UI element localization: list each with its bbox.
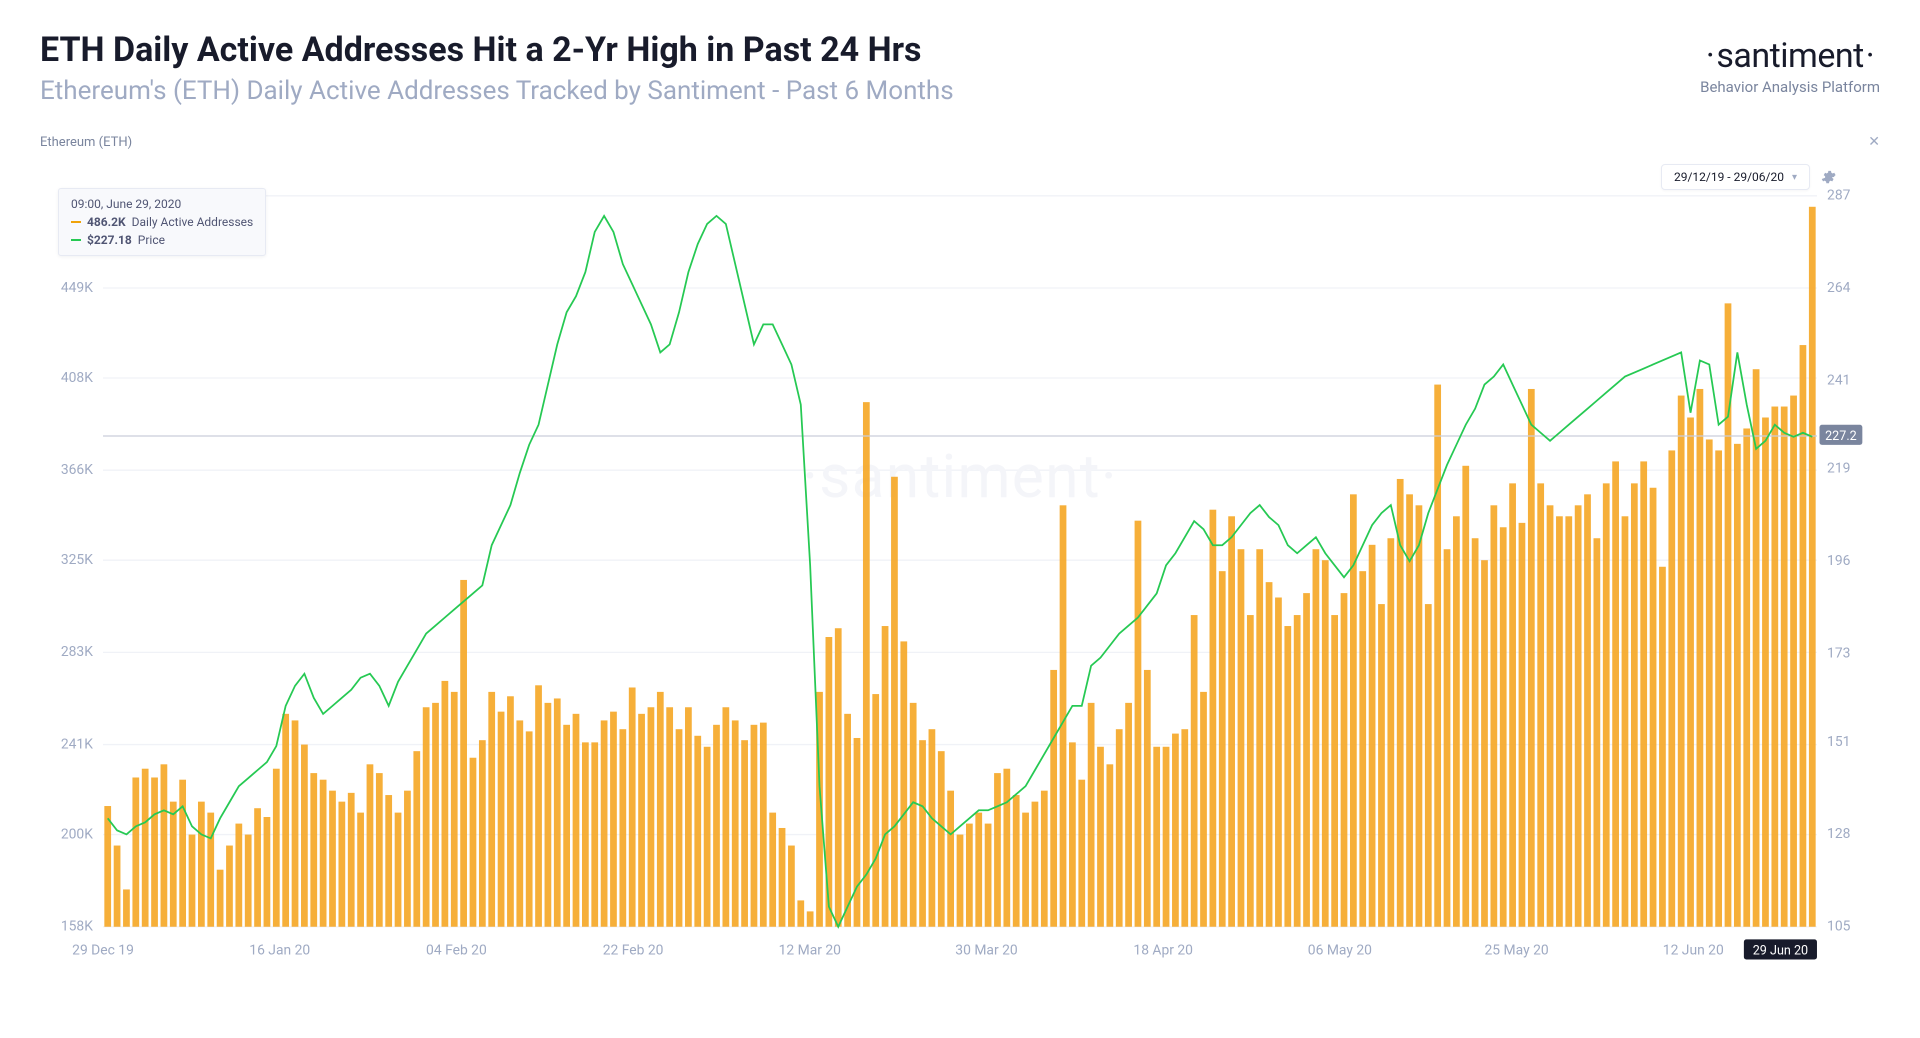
brand-name: santiment [1700,36,1880,76]
svg-text:200K: 200K [61,826,93,842]
svg-text:283K: 283K [61,644,93,660]
svg-text:264: 264 [1827,280,1851,296]
date-range-label: 29/12/19 - 29/06/20 [1674,170,1784,184]
date-range-button[interactable]: 29/12/19 - 29/06/20 ▾ [1661,164,1810,190]
svg-text:449K: 449K [61,280,93,296]
close-icon[interactable]: ✕ [1868,134,1880,150]
svg-text:25 May 20: 25 May 20 [1485,942,1549,958]
svg-text:18 Apr 20: 18 Apr 20 [1133,942,1193,958]
asset-label: Ethereum (ETH) [40,135,132,150]
svg-text:12 Jun 20: 12 Jun 20 [1663,942,1724,958]
svg-text:158K: 158K [61,919,93,935]
chart-tooltip: 09:00, June 29, 2020 486.2K Daily Active… [58,188,266,256]
tooltip-timestamp: 09:00, June 29, 2020 [71,197,253,211]
chart[interactable]: 158K200K241K283K325K366K408K449K491K1051… [40,158,1880,965]
svg-text:22 Feb 20: 22 Feb 20 [603,942,664,958]
chevron-down-icon: ▾ [1792,172,1797,183]
settings-icon[interactable] [1820,169,1836,185]
tooltip-row: $227.18 Price [71,233,253,247]
page-title: ETH Daily Active Addresses Hit a 2-Yr Hi… [40,30,1700,70]
svg-text:325K: 325K [61,552,93,568]
svg-text:·santiment·: ·santiment· [802,441,1118,512]
svg-text:366K: 366K [61,462,93,478]
svg-text:241K: 241K [61,736,93,752]
svg-text:408K: 408K [61,370,93,386]
swatch-icon [71,221,81,223]
brand-tagline: Behavior Analysis Platform [1700,78,1880,96]
svg-text:16 Jan 20: 16 Jan 20 [249,942,310,958]
svg-text:128: 128 [1827,826,1851,842]
brand-block: santiment Behavior Analysis Platform [1700,30,1880,96]
tooltip-row: 486.2K Daily Active Addresses [71,215,253,229]
svg-text:241: 241 [1827,372,1850,388]
svg-text:196: 196 [1827,553,1851,569]
svg-text:29 Jun 20: 29 Jun 20 [1753,943,1808,958]
svg-text:227.2: 227.2 [1825,429,1857,444]
svg-text:105: 105 [1827,919,1851,935]
svg-text:12 Mar 20: 12 Mar 20 [779,942,841,958]
svg-text:29 Dec 19: 29 Dec 19 [72,942,134,958]
svg-text:219: 219 [1827,461,1850,477]
page-subtitle: Ethereum's (ETH) Daily Active Addresses … [40,76,1700,106]
svg-text:151: 151 [1827,734,1850,750]
svg-text:06 May 20: 06 May 20 [1308,942,1372,958]
svg-text:173: 173 [1827,645,1850,661]
svg-text:04 Feb 20: 04 Feb 20 [426,942,487,958]
swatch-icon [71,239,81,241]
svg-text:30 Mar 20: 30 Mar 20 [955,942,1017,958]
